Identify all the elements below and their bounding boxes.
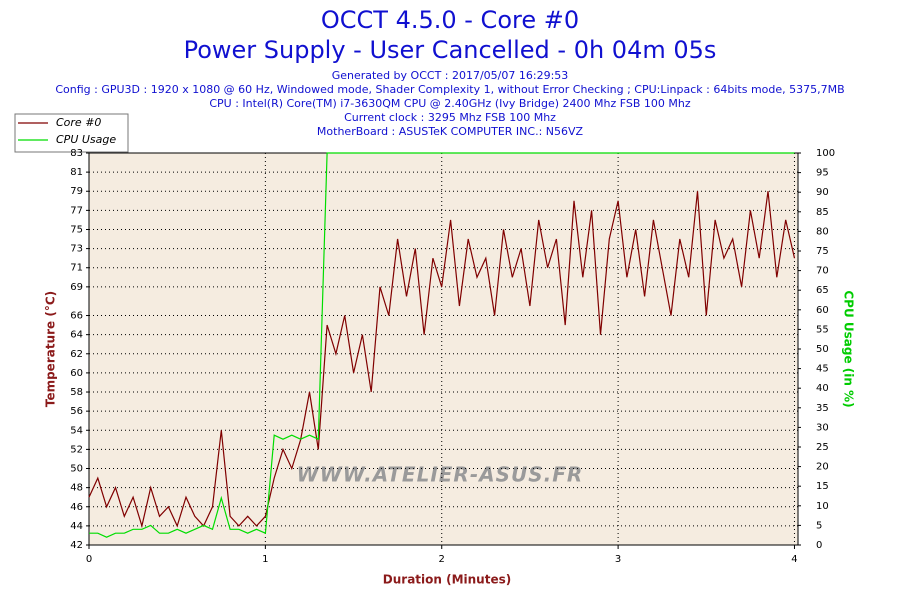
- info-line: MotherBoard : ASUSTeK COMPUTER INC.: N56…: [317, 125, 584, 138]
- y-tick-label: 66: [70, 311, 83, 322]
- y2-tick-label: 15: [816, 481, 829, 492]
- legend-box: [14, 113, 129, 153]
- legend-label: CPU Usage: [56, 133, 116, 146]
- y2-tick-label: 100: [816, 148, 835, 159]
- y2-tick-label: 65: [816, 285, 829, 296]
- y2-tick-label: 95: [816, 168, 829, 179]
- y-tick-label: 52: [70, 444, 83, 455]
- y-axis-label: Temperature (°C): [44, 291, 58, 407]
- chart-subtitle: Power Supply - User Cancelled - 0h 04m 0…: [184, 36, 717, 64]
- y2-tick-label: 85: [816, 207, 829, 218]
- y-tick-label: 50: [70, 464, 83, 475]
- y-tick-label: 42: [70, 540, 83, 551]
- y2-tick-label: 75: [816, 246, 829, 257]
- info-line: CPU : Intel(R) Core(TM) i7-3630QM CPU @ …: [209, 97, 691, 110]
- y-tick-label: 54: [70, 425, 83, 436]
- y2-tick-label: 80: [816, 226, 829, 237]
- y2-tick-label: 20: [816, 462, 829, 473]
- y2-tick-label: 30: [816, 422, 829, 433]
- y2-tick-label: 0: [816, 540, 822, 551]
- y-tick-label: 56: [70, 406, 83, 417]
- y-tick-label: 73: [70, 244, 83, 255]
- y-tick-label: 62: [70, 349, 83, 360]
- y-tick-label: 81: [70, 167, 83, 178]
- x-tick-label: 1: [262, 554, 268, 565]
- x-tick-label: 4: [791, 554, 797, 565]
- y2-tick-label: 35: [816, 403, 829, 414]
- x-tick-label: 0: [86, 554, 92, 565]
- y2-tick-label: 55: [816, 324, 829, 335]
- y-tick-label: 44: [70, 521, 83, 532]
- y2-axis-label: CPU Usage (in %): [842, 290, 856, 407]
- x-tick-label: 3: [615, 554, 621, 565]
- y-tick-label: 60: [70, 368, 83, 379]
- info-line: Current clock : 3295 Mhz FSB 100 Mhz: [344, 111, 556, 124]
- y-tick-label: 71: [70, 263, 83, 274]
- info-line: Generated by OCCT : 2017/05/07 16:29:53: [332, 69, 569, 82]
- y-tick-label: 83: [70, 148, 83, 159]
- chart-title: OCCT 4.5.0 - Core #0: [321, 6, 579, 34]
- y-tick-label: 46: [70, 502, 83, 513]
- y2-tick-label: 60: [816, 305, 829, 316]
- y-tick-label: 64: [70, 330, 83, 341]
- info-line: Config : GPU3D : 1920 x 1080 @ 60 Hz, Wi…: [55, 83, 844, 96]
- y2-tick-label: 45: [816, 364, 829, 375]
- y-tick-label: 75: [70, 224, 83, 235]
- y-tick-label: 79: [70, 186, 83, 197]
- plot-area: [89, 153, 798, 545]
- x-axis-label: Duration (Minutes): [383, 573, 511, 587]
- y2-tick-label: 90: [816, 187, 829, 198]
- legend-label: Core #0: [56, 116, 101, 129]
- y2-tick-label: 5: [816, 520, 822, 531]
- y-tick-label: 58: [70, 387, 83, 398]
- y-tick-label: 69: [70, 282, 83, 293]
- y2-tick-label: 40: [816, 383, 829, 394]
- y2-tick-label: 50: [816, 344, 829, 355]
- y-tick-label: 48: [70, 483, 83, 494]
- y2-tick-label: 25: [816, 442, 829, 453]
- y2-tick-label: 10: [816, 501, 829, 512]
- series-line: [89, 152, 795, 538]
- watermark: WWW.ATELIER-ASUS.FR: [297, 463, 584, 487]
- series-line: [88, 191, 796, 529]
- y-tick-label: 77: [70, 205, 83, 216]
- x-tick-label: 2: [439, 554, 445, 565]
- y2-tick-label: 70: [816, 266, 829, 277]
